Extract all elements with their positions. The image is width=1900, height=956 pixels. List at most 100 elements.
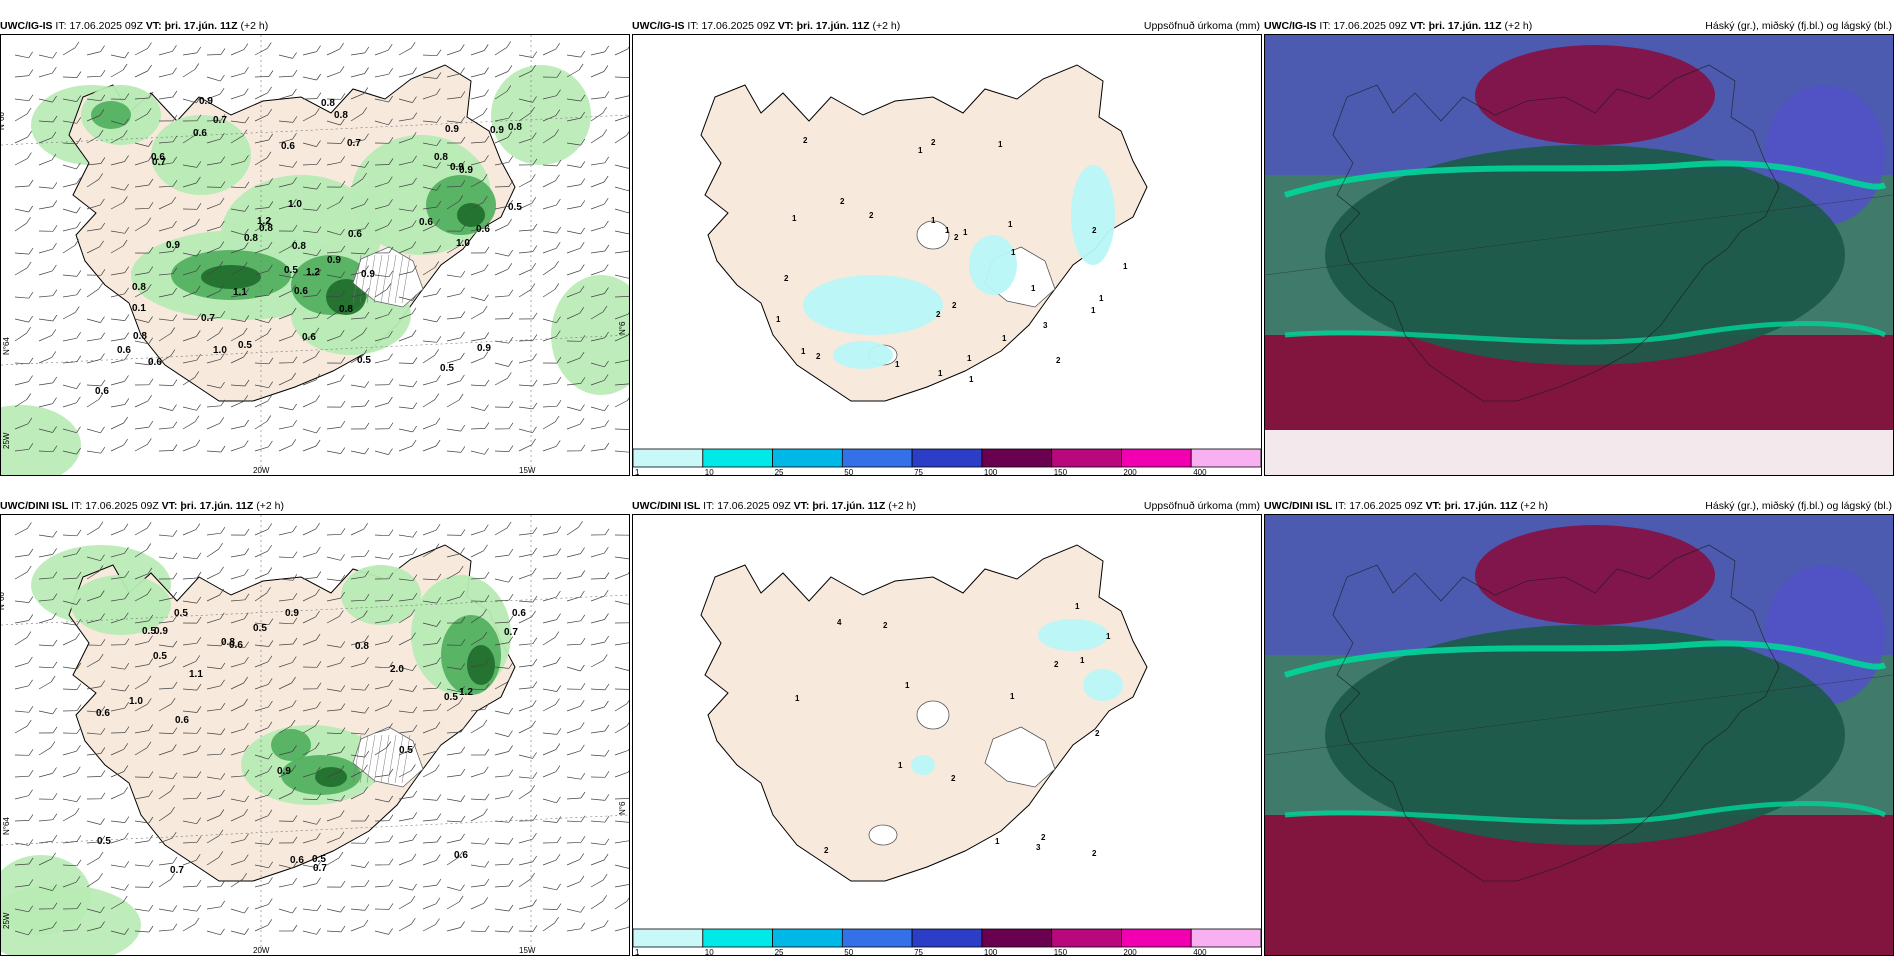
model-name: UWC/IG-IS bbox=[632, 20, 685, 32]
row1-cloud-panel: UWC/IG-IS IT: 17.06.2025 09Z VT: þri. 17… bbox=[1264, 18, 1894, 476]
lon-label: 20W bbox=[253, 466, 270, 475]
accum-value-label: 1 bbox=[918, 146, 923, 155]
colorbar-cell bbox=[982, 449, 1052, 467]
row2-cloud-panel: UWC/DINI ISL IT: 17.06.2025 09Z VT: þri.… bbox=[1264, 498, 1894, 956]
cloud-title: Háský (gr.), miðský (fj.bl.) og lágský (… bbox=[1705, 18, 1892, 34]
precip-value-label: 0.9 bbox=[477, 343, 491, 354]
precip-value-label: 0.7 bbox=[504, 627, 518, 638]
accum-value-label: 2 bbox=[883, 621, 888, 630]
precip-value-label: 0.5 bbox=[357, 355, 371, 366]
precip-value-label: 0.8 bbox=[133, 331, 147, 342]
accum-value-label: 2 bbox=[1056, 356, 1061, 365]
valid-time: þri. 17.jún. 11Z bbox=[180, 500, 253, 512]
colorbar-cell bbox=[842, 929, 912, 947]
wind-barb bbox=[327, 143, 341, 144]
precip-value-label: 0.9 bbox=[327, 255, 341, 266]
lon-label: 15W bbox=[519, 946, 536, 955]
colorbar-tick-label: 150 bbox=[1054, 468, 1068, 475]
row1-accum-panel: UWC/IG-IS IT: 17.06.2025 09Z VT: þri. 17… bbox=[632, 18, 1262, 476]
valid-time: þri. 17.jún. 11Z bbox=[165, 20, 238, 32]
colorbar-cell bbox=[633, 929, 703, 947]
colorbar-tick-label: 25 bbox=[775, 948, 784, 955]
wind-barb bbox=[255, 77, 269, 78]
accum-value-label: 1 bbox=[1031, 284, 1036, 293]
rain-area-moderate bbox=[271, 729, 311, 761]
panel-title: UWC/DINI ISL IT: 17.06.2025 09Z VT: þri.… bbox=[1264, 498, 1894, 514]
panel-title: UWC/DINI ISL IT: 17.06.2025 09Z VT: þri.… bbox=[0, 498, 630, 514]
accum-value-label: 1 bbox=[792, 214, 797, 223]
accum-value-label: 2 bbox=[840, 197, 845, 206]
colorbar-tick-label: 100 bbox=[984, 468, 998, 475]
precip-value-label: 0.6 bbox=[117, 345, 131, 356]
colorbar-tick-label: 400 bbox=[1193, 948, 1207, 955]
accum-value-label: 2 bbox=[1092, 849, 1097, 858]
accum-value-label: 1 bbox=[1099, 294, 1104, 303]
low-cloud-area bbox=[1475, 525, 1715, 625]
precip-value-label: 0.5 bbox=[253, 623, 267, 634]
precip-value-label: 1.1 bbox=[233, 287, 247, 298]
init-time: 17.06.2025 09Z bbox=[85, 500, 159, 512]
precip-value-label: 0.7 bbox=[201, 313, 215, 324]
precip-value-label: 0.9 bbox=[490, 125, 504, 136]
accum-title: Uppsöfnuð úrkoma (mm) bbox=[1144, 18, 1260, 34]
cloud-title: Háský (gr.), miðský (fj.bl.) og lágský (… bbox=[1705, 498, 1892, 514]
precip-value-label: 0.6 bbox=[294, 286, 308, 297]
accum-area bbox=[1071, 165, 1115, 265]
glacier bbox=[869, 825, 897, 845]
wind-barb bbox=[159, 451, 173, 452]
precip-value-label: 0.8 bbox=[434, 152, 448, 163]
rain-area-moderate bbox=[91, 101, 131, 129]
precip-value-label: 0.8 bbox=[321, 98, 335, 109]
rain-area-heavy bbox=[315, 767, 347, 787]
glacier bbox=[917, 701, 949, 729]
colorbar-tick-label: 1 bbox=[635, 948, 640, 955]
wind-barb bbox=[495, 187, 509, 188]
rain-area-heavy bbox=[467, 645, 495, 685]
precip-value-label: 0.6 bbox=[454, 850, 468, 861]
colorbar-tick-label: 50 bbox=[844, 948, 853, 955]
accum-value-label: 1 bbox=[931, 216, 936, 225]
colorbar-cell bbox=[633, 449, 703, 467]
lat-label: N°64 bbox=[2, 337, 11, 355]
row2-accum-panel: UWC/DINI ISL IT: 17.06.2025 09Z VT: þri.… bbox=[632, 498, 1262, 956]
precip-value-label: 1.0 bbox=[129, 696, 143, 707]
precip-value-label: 0.5 bbox=[97, 836, 111, 847]
map-layer bbox=[1265, 515, 1893, 955]
row2-precip-wind-panel: UWC/DINI ISL IT: 17.06.2025 09Z VT: þri.… bbox=[0, 498, 630, 956]
accum-value-label: 3 bbox=[1036, 843, 1041, 852]
precip-value-label: 1.2 bbox=[306, 267, 320, 278]
lon-label: 20W bbox=[253, 946, 270, 955]
colorbar-cell bbox=[1052, 929, 1122, 947]
precip-value-label: 0.6 bbox=[96, 708, 110, 719]
rain-area-heavy bbox=[201, 265, 261, 289]
colorbar-cell bbox=[1121, 449, 1191, 467]
model-name: UWC/DINI ISL bbox=[1264, 500, 1332, 512]
colorbar-cell bbox=[842, 449, 912, 467]
accum-value-label: 2 bbox=[954, 233, 959, 242]
accum-value-label: 1 bbox=[898, 761, 903, 770]
precip-value-label: 0.9 bbox=[361, 269, 375, 280]
precip-value-label: 2.0 bbox=[390, 664, 404, 675]
precip-value-label: 0.7 bbox=[347, 138, 361, 149]
precip-value-label: 0.9 bbox=[166, 240, 180, 251]
accum-value-label: 1 bbox=[1011, 248, 1016, 257]
precip-value-label: 0.5 bbox=[440, 363, 454, 374]
accum-value-label: 1 bbox=[1010, 692, 1015, 701]
precip-value-label: 0.6 bbox=[281, 141, 295, 152]
lead-time: (+2 h) bbox=[256, 500, 284, 512]
precip-value-label: 0.5 bbox=[142, 626, 156, 637]
colorbar-cell bbox=[703, 929, 773, 947]
colorbar-cell bbox=[912, 929, 982, 947]
model-name: UWC/DINI ISL bbox=[0, 500, 68, 512]
accum-value-label: 1 bbox=[1075, 602, 1080, 611]
colorbar-tick-label: 1 bbox=[635, 468, 640, 475]
precip-value-label: 0.6 bbox=[476, 224, 490, 235]
init-time: 17.06.2025 09Z bbox=[69, 20, 143, 32]
colorbar-cell bbox=[1191, 929, 1261, 947]
accum-value-label: 1 bbox=[801, 347, 806, 356]
accum-area bbox=[833, 341, 893, 369]
accum-value-label: 1 bbox=[969, 375, 974, 384]
